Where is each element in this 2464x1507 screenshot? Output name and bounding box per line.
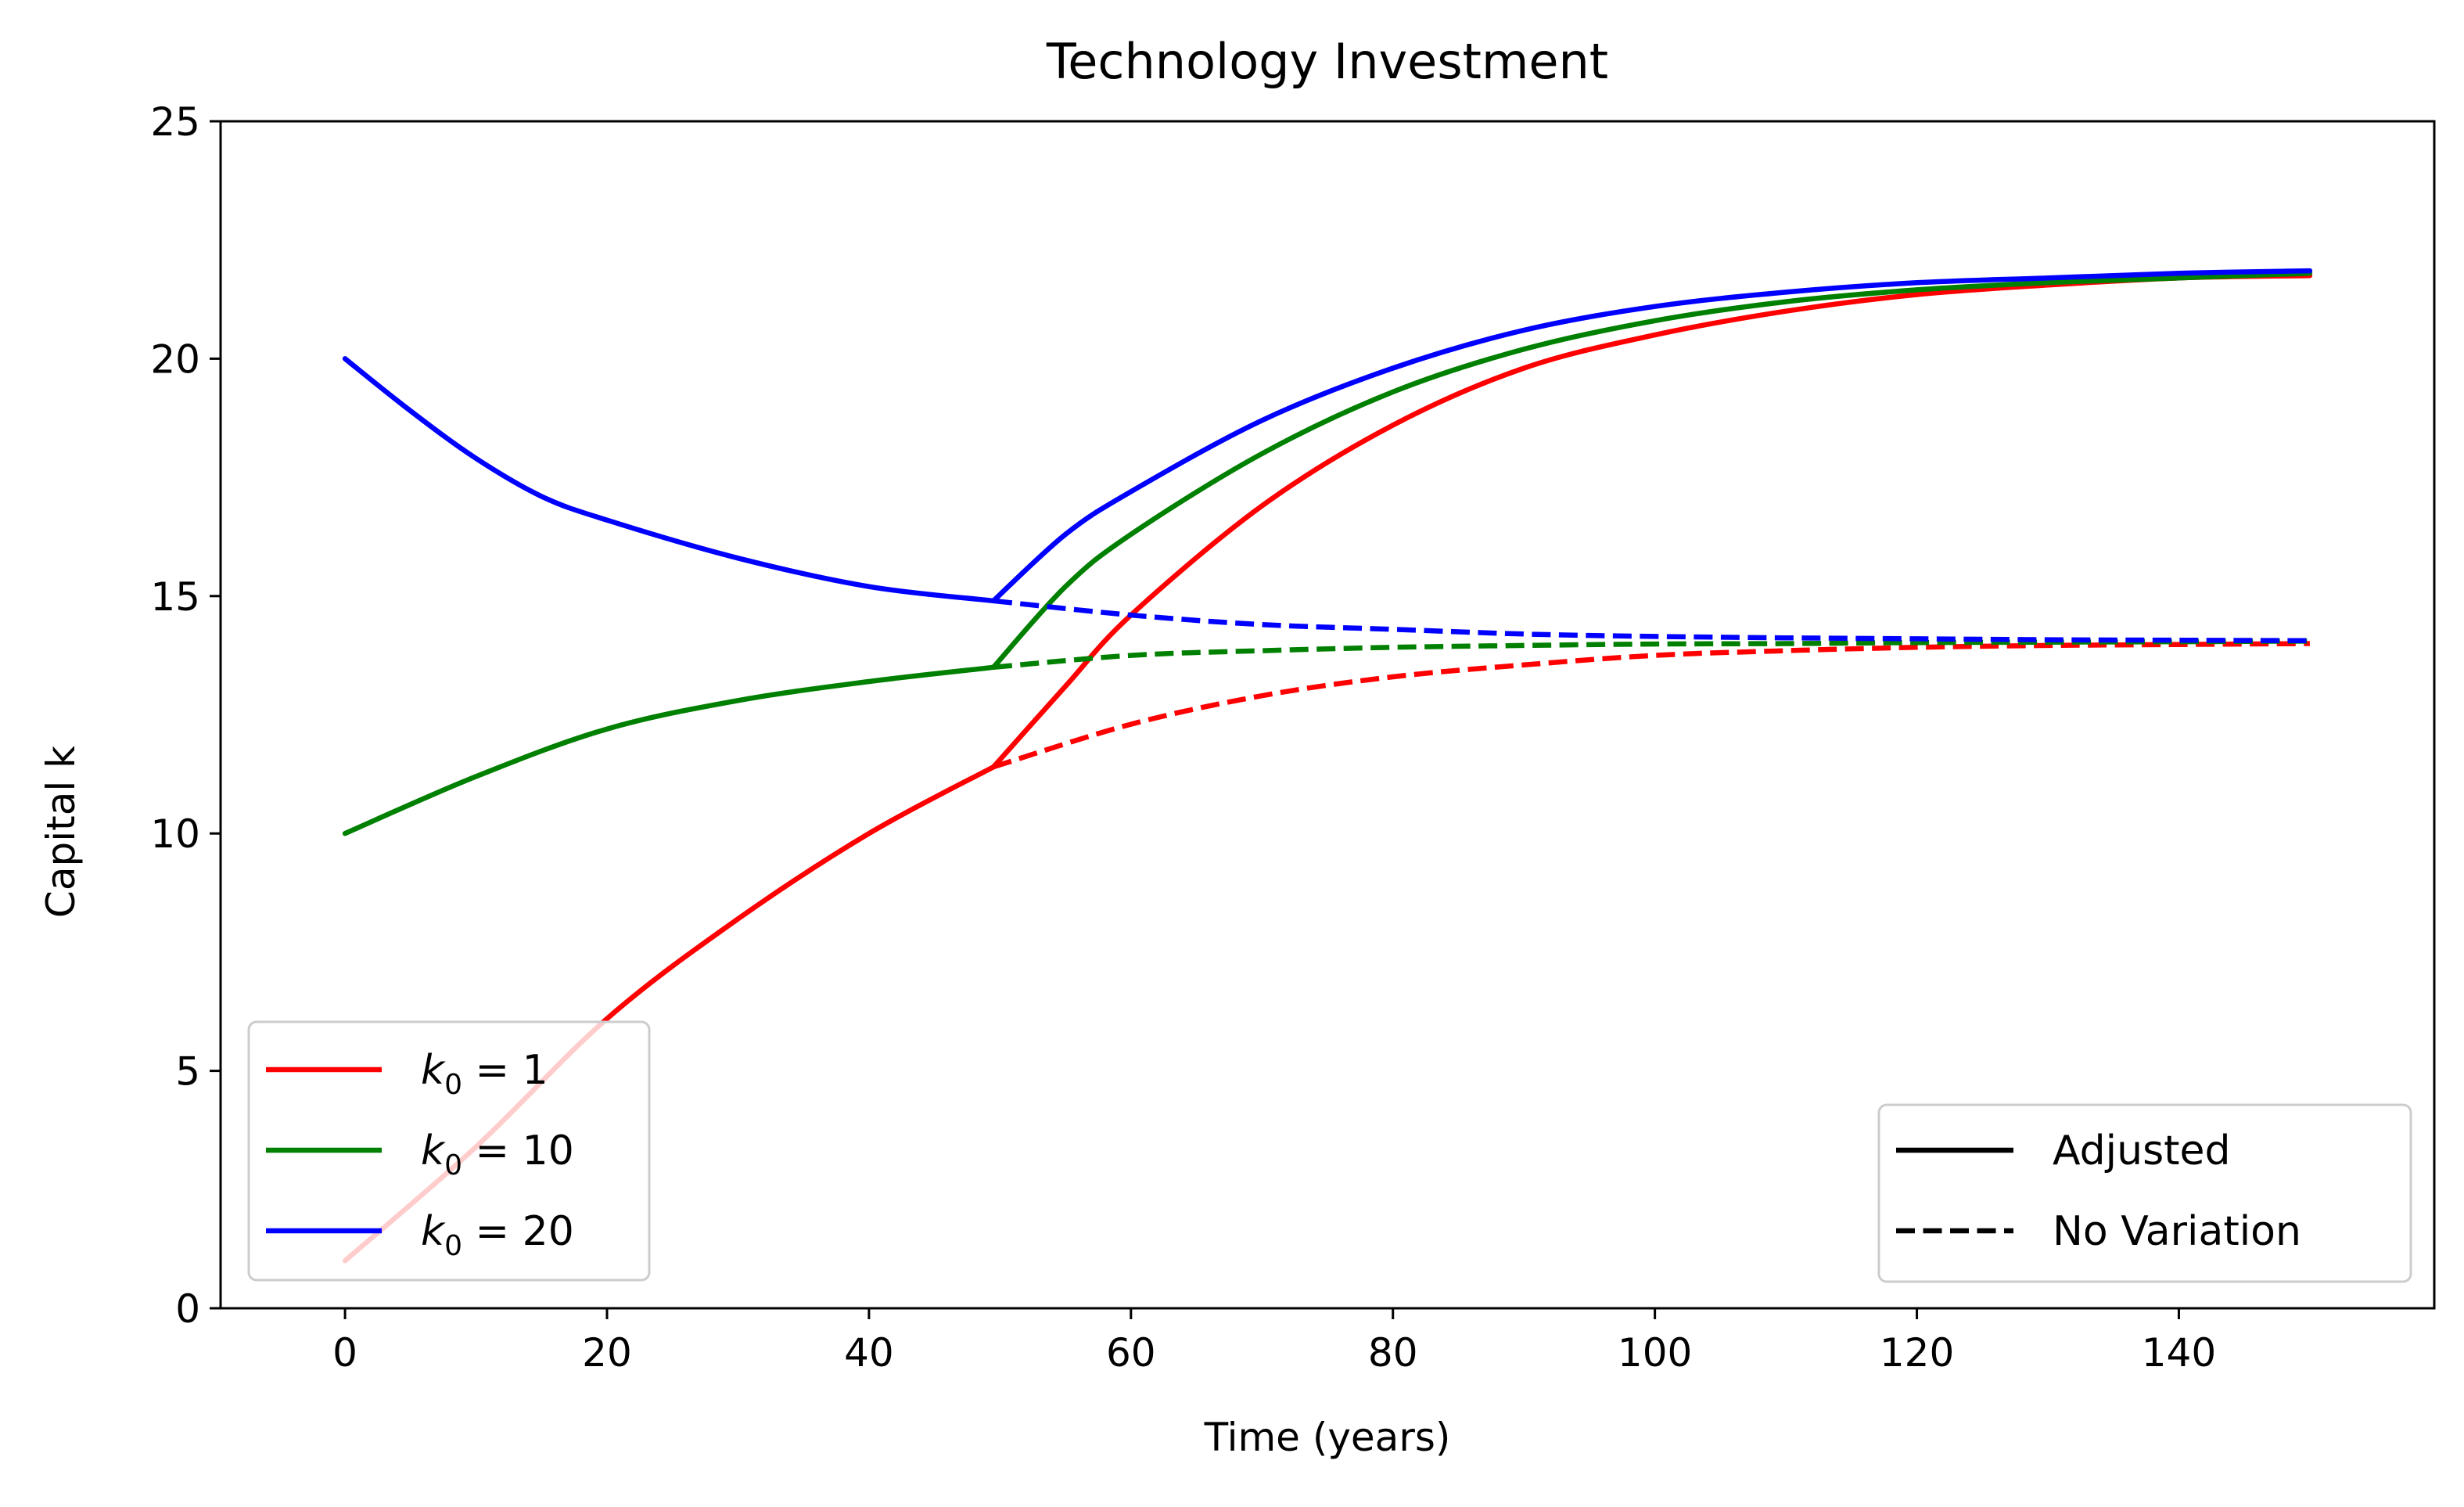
legend-series-label: k0 = 20 xyxy=(421,1208,574,1262)
series-3-no-variation-line xyxy=(993,598,2310,644)
x-tick-label: 60 xyxy=(1106,1330,1156,1376)
x-tick-label: 0 xyxy=(332,1330,357,1376)
series-1-no-variation-line xyxy=(993,641,2310,770)
legend-label-value: = 10 xyxy=(462,1128,574,1174)
legend-label-symbol: k xyxy=(421,1208,446,1255)
series-2-adjusted-line-before-switch xyxy=(342,664,997,836)
legend-label-value: = 20 xyxy=(462,1208,574,1255)
x-tick-label: 80 xyxy=(1368,1330,1418,1376)
series-3 xyxy=(342,268,2313,644)
legend-label-value: = 1 xyxy=(462,1047,548,1094)
x-tick-label: 20 xyxy=(582,1330,632,1376)
axes-frame xyxy=(219,120,2436,1310)
y-axis-label: Capital k xyxy=(38,746,84,918)
y-tick-label: 10 xyxy=(150,811,200,857)
x-tick-label: 140 xyxy=(2142,1330,2216,1376)
y-tick-label: 25 xyxy=(150,99,200,145)
x-tick-label: 120 xyxy=(1880,1330,1954,1376)
x-tick-label: 100 xyxy=(1618,1330,1692,1376)
y-tick-label: 5 xyxy=(175,1049,200,1095)
legend-label-symbol: k xyxy=(421,1128,446,1174)
y-tick-label: 20 xyxy=(150,336,200,382)
legend-series-label: k0 = 10 xyxy=(421,1128,574,1182)
legend-label-subscript: 0 xyxy=(444,1069,462,1101)
series-3-adjusted-line-before-switch xyxy=(342,356,997,604)
chart-title: Technology Investment xyxy=(1046,33,1608,90)
y-tick-label: 0 xyxy=(175,1286,200,1332)
axes: 0 20 40 60 80 100 120 140 0 5 10 15 20 25 xyxy=(150,99,2436,1376)
x-tick-label: 40 xyxy=(844,1330,894,1376)
legend-series-box xyxy=(247,1020,651,1282)
x-axis-label: Time (years) xyxy=(1204,1415,1451,1460)
legend-label-subscript: 0 xyxy=(444,1230,462,1262)
legend-style-label: Adjusted xyxy=(2053,1128,2231,1174)
legend-label-symbol: k xyxy=(421,1047,446,1094)
series-2-adjusted-line-after-switch xyxy=(990,270,2313,671)
legend-series-label: k0 = 1 xyxy=(421,1047,548,1101)
legend-style-label: No Variation xyxy=(2053,1208,2301,1255)
legend-label-subscript: 0 xyxy=(444,1149,462,1182)
legend-style: Adjusted No Variation xyxy=(1877,1103,2412,1283)
series-3-adjusted-line-after-switch xyxy=(990,268,2313,604)
y-tick-label: 15 xyxy=(150,574,200,620)
